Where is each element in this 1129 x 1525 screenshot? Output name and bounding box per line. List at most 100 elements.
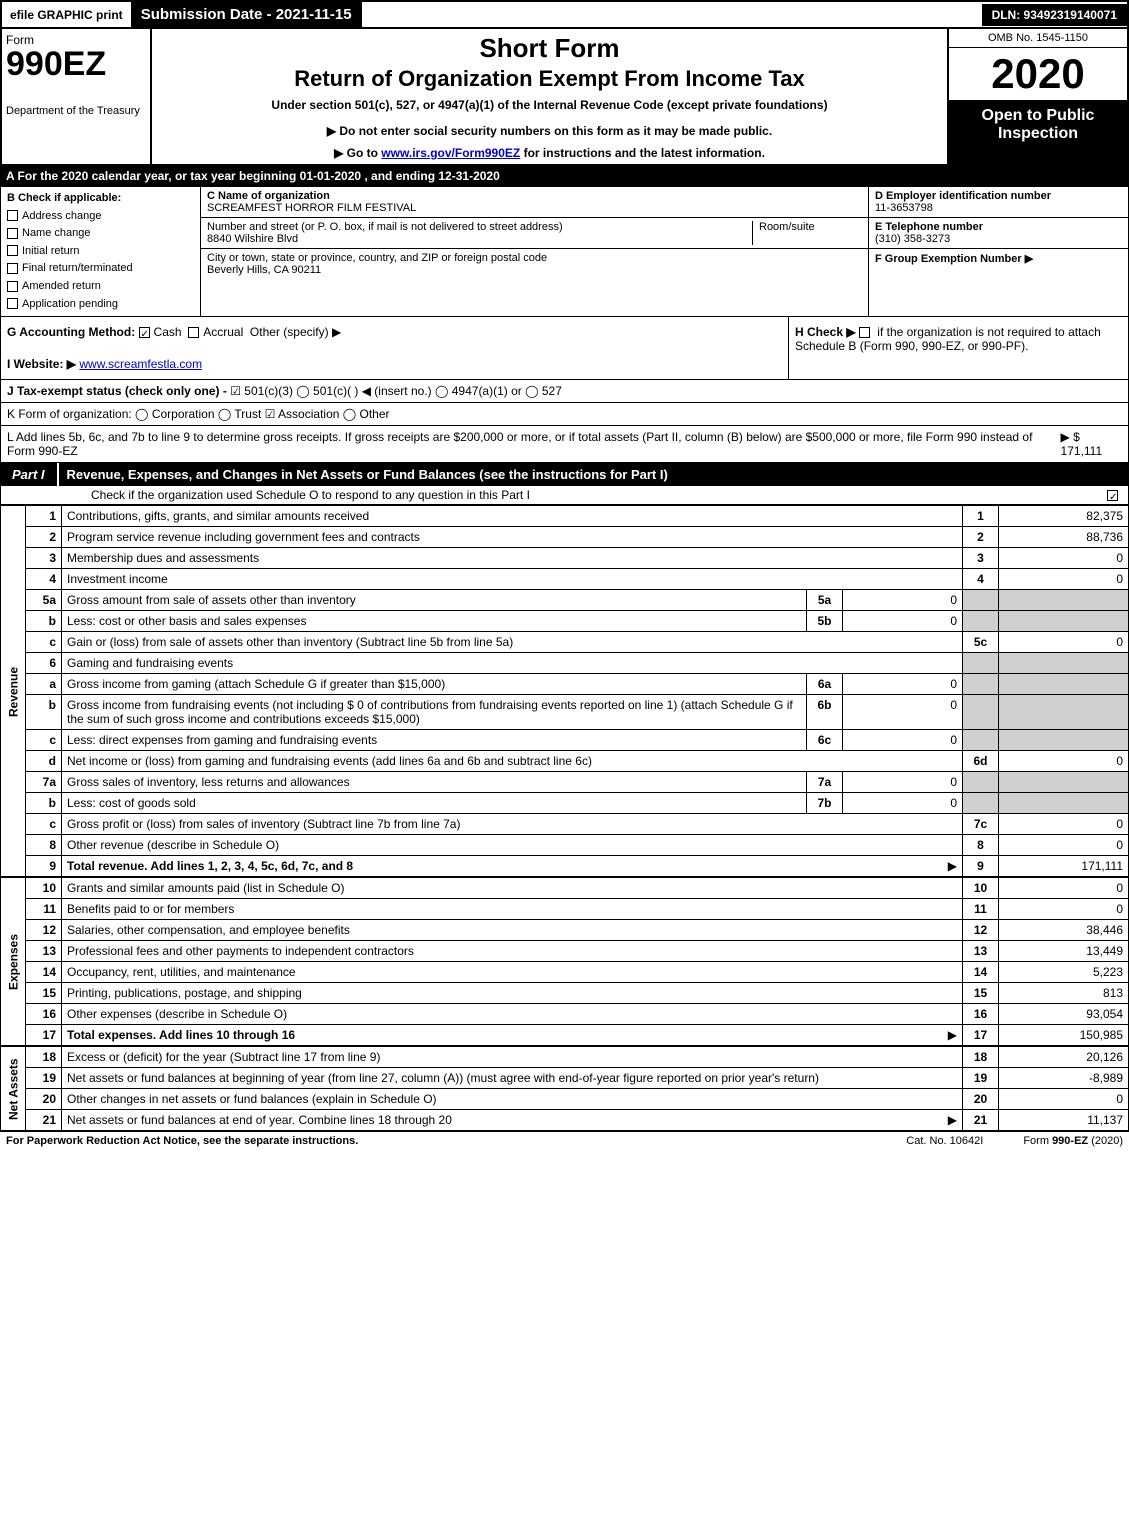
f-row: F Group Exemption Number ▶ — [869, 249, 1128, 268]
website-link[interactable]: www.screamfestla.com — [79, 357, 202, 371]
top-bar: efile GRAPHIC print Submission Date - 20… — [0, 0, 1129, 29]
line-desc: Total expenses. Add lines 10 through 16 … — [62, 1025, 963, 1046]
result-num — [963, 793, 999, 814]
checkbox-icon[interactable] — [7, 210, 18, 221]
city-label: City or town, state or province, country… — [207, 252, 547, 264]
result-num: 21 — [963, 1110, 999, 1131]
part1-tab: Part I — [0, 463, 59, 486]
b-opt-initial: Initial return — [7, 243, 194, 261]
line-desc: Occupancy, rent, utilities, and maintena… — [62, 962, 963, 983]
line-number: 19 — [26, 1068, 62, 1089]
line-number: 21 — [26, 1110, 62, 1131]
result-num: 5c — [963, 632, 999, 653]
line-desc: Membership dues and assessments — [62, 548, 963, 569]
result-value: 0 — [999, 751, 1129, 772]
e-label: E Telephone number — [875, 221, 1122, 233]
header-left: Form 990EZ Department of the Treasury — [2, 29, 152, 164]
line-desc: Total revenue. Add lines 1, 2, 3, 4, 5c,… — [62, 856, 963, 877]
line-number: 3 — [26, 548, 62, 569]
line-number: 6 — [26, 653, 62, 674]
table-row: 15Printing, publications, postage, and s… — [1, 983, 1129, 1004]
result-value: 11,137 — [999, 1110, 1129, 1131]
result-num: 17 — [963, 1025, 999, 1046]
table-row: 14Occupancy, rent, utilities, and mainte… — [1, 962, 1129, 983]
line-a: A For the 2020 calendar year, or tax yea… — [0, 166, 1129, 186]
line-desc: Investment income — [62, 569, 963, 590]
result-value: 13,449 — [999, 941, 1129, 962]
result-num: 12 — [963, 920, 999, 941]
result-value: 20,126 — [999, 1047, 1129, 1068]
checkbox-icon[interactable] — [1107, 490, 1118, 501]
checkbox-icon[interactable] — [7, 263, 18, 274]
table-row: 16Other expenses (describe in Schedule O… — [1, 1004, 1129, 1025]
line-number: 18 — [26, 1047, 62, 1068]
b-opt-label: Initial return — [22, 245, 79, 257]
table-row: 19Net assets or fund balances at beginni… — [1, 1068, 1129, 1089]
result-value: 38,446 — [999, 920, 1129, 941]
f-label: F Group Exemption Number ▶ — [875, 252, 1122, 265]
dln: DLN: 93492319140071 — [982, 4, 1127, 26]
subline-value: 0 — [843, 590, 963, 611]
subtitle-2: ▶ Do not enter social security numbers o… — [162, 124, 937, 138]
table-row: 7aGross sales of inventory, less returns… — [1, 772, 1129, 793]
line-number: 2 — [26, 527, 62, 548]
subline-value: 0 — [843, 611, 963, 632]
c-name-row: C Name of organization SCREAMFEST HORROR… — [201, 187, 868, 218]
line-desc: Gross profit or (loss) from sales of inv… — [62, 814, 963, 835]
result-num: 6d — [963, 751, 999, 772]
result-value: 0 — [999, 878, 1129, 899]
g-accrual-label: Accrual — [203, 325, 243, 339]
checkbox-cash[interactable] — [139, 327, 150, 338]
result-num: 16 — [963, 1004, 999, 1025]
irs-link[interactable]: www.irs.gov/Form990EZ — [381, 146, 520, 160]
result-num: 9 — [963, 856, 999, 877]
result-value: 93,054 — [999, 1004, 1129, 1025]
checkbox-icon[interactable] — [7, 245, 18, 256]
result-num: 10 — [963, 878, 999, 899]
result-num — [963, 674, 999, 695]
ein-value: 11-3653798 — [875, 202, 1122, 214]
expense-table: Expenses10Grants and similar amounts pai… — [0, 877, 1129, 1046]
block-def: D Employer identification number 11-3653… — [868, 187, 1128, 316]
table-row: 4Investment income40 — [1, 569, 1129, 590]
table-row: bGross income from fundraising events (n… — [1, 695, 1129, 730]
table-row: 11Benefits paid to or for members110 — [1, 899, 1129, 920]
line-number: 13 — [26, 941, 62, 962]
b-opt-label: Name change — [22, 227, 91, 239]
checkbox-icon[interactable] — [7, 298, 18, 309]
checkbox-accrual[interactable] — [188, 327, 199, 338]
line-number: c — [26, 632, 62, 653]
line-desc: Other changes in net assets or fund bala… — [62, 1089, 963, 1110]
sub3-pre: ▶ Go to — [334, 146, 381, 160]
j-opts: ☑ 501(c)(3) ◯ 501(c)( ) ◀ (insert no.) ◯… — [230, 384, 562, 398]
table-row: cGain or (loss) from sale of assets othe… — [1, 632, 1129, 653]
line-number: 9 — [26, 856, 62, 877]
h-label: H Check ▶ — [795, 325, 856, 339]
i-label: I Website: ▶ — [7, 357, 76, 371]
table-row: 13Professional fees and other payments t… — [1, 941, 1129, 962]
result-num: 2 — [963, 527, 999, 548]
d-row: D Employer identification number 11-3653… — [869, 187, 1128, 218]
h-line: H Check ▶ if the organization is not req… — [788, 317, 1128, 379]
result-value: 0 — [999, 548, 1129, 569]
line-desc: Gross income from gaming (attach Schedul… — [62, 674, 807, 695]
revenue-table: Revenue1Contributions, gifts, grants, an… — [0, 505, 1129, 877]
efile-label[interactable]: efile GRAPHIC print — [2, 5, 131, 25]
g-cash-label: Cash — [154, 325, 182, 339]
checkbox-icon[interactable] — [7, 281, 18, 292]
line-number: b — [26, 695, 62, 730]
b-head: B Check if applicable: — [7, 190, 194, 208]
block-b-left: B Check if applicable: Address change Na… — [1, 187, 201, 316]
line-desc: Program service revenue including govern… — [62, 527, 963, 548]
checkbox-h[interactable] — [859, 327, 870, 338]
table-row: 12Salaries, other compensation, and empl… — [1, 920, 1129, 941]
table-row: Revenue1Contributions, gifts, grants, an… — [1, 506, 1129, 527]
form-number: 990EZ — [6, 47, 146, 81]
table-row: Net Assets18Excess or (deficit) for the … — [1, 1047, 1129, 1068]
g-line: G Accounting Method: Cash Accrual Other … — [1, 317, 788, 379]
addr-label: Number and street (or P. O. box, if mail… — [207, 221, 752, 233]
line-desc: Salaries, other compensation, and employ… — [62, 920, 963, 941]
line-desc: Other revenue (describe in Schedule O) — [62, 835, 963, 856]
c-label: C Name of organization — [207, 190, 410, 202]
checkbox-icon[interactable] — [7, 228, 18, 239]
